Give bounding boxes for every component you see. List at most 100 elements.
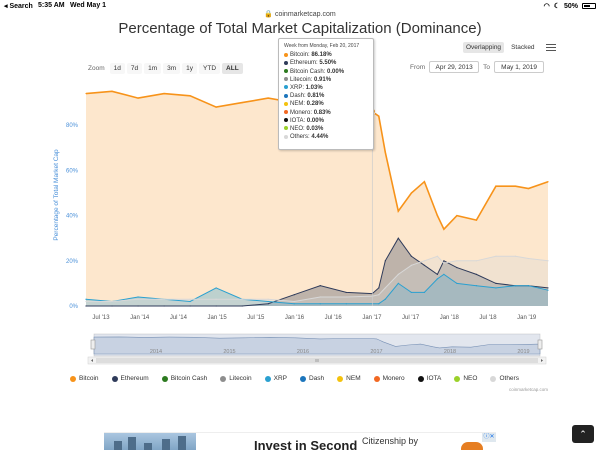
legend-item-neo[interactable]: NEO [454, 375, 477, 382]
data-point-others-1 [111, 300, 113, 303]
legend-swatch [264, 375, 271, 382]
data-point-others-18 [443, 262, 445, 264]
from-date-input[interactable]: Apr 29, 2013 [429, 61, 480, 73]
data-point-ethereum-24 [547, 287, 549, 289]
view-mode-toggle: Overlapping Stacked [463, 42, 556, 53]
tooltip-series-value: 0.91% [314, 76, 332, 83]
series-color-swatch [284, 69, 288, 74]
data-point-bitcoin-5 [215, 106, 217, 108]
legend-item-bitcoin[interactable]: Bitcoin [70, 375, 99, 382]
zoom-1y-button[interactable]: 1y [182, 63, 198, 74]
zoom-1d-button[interactable]: 1d [109, 63, 125, 74]
series-color-swatch [284, 85, 288, 90]
zoom-all-button[interactable]: ALL [222, 63, 243, 74]
legend-item-others[interactable]: Others [490, 375, 519, 382]
legend-item-ethereum[interactable]: Ethereum [111, 375, 149, 382]
tooltip-row: IOTA: 0.00% [284, 117, 368, 125]
tooltip-series-name: Monero: [290, 109, 314, 116]
data-point-xrp-2 [137, 296, 139, 298]
legend-swatch [417, 375, 424, 382]
data-point-bitcoin-2 [137, 97, 139, 99]
x-tick-label: Jan '17 [362, 315, 382, 321]
data-point-ethereum-12 [378, 287, 380, 289]
data-point-xrp-18 [443, 273, 445, 275]
data-point-bitcoin-16 [423, 181, 425, 183]
series-color-swatch [284, 101, 288, 106]
navigator-scrollbar-thumb[interactable] [96, 358, 538, 363]
data-point-others-0 [85, 300, 87, 303]
hamburger-menu-icon[interactable] [545, 43, 556, 52]
tooltip-series-value: 0.00% [327, 68, 345, 75]
data-point-ethereum-7 [267, 303, 269, 305]
data-point-ethereum-13 [384, 260, 386, 262]
series-color-swatch [284, 77, 288, 82]
tooltip-row: NEM: 0.28% [284, 100, 368, 108]
tooltip-series-name: Bitcoin: [290, 52, 312, 59]
tooltip-series-value: 0.28% [306, 101, 324, 108]
navigator-right-handle[interactable] [537, 339, 543, 350]
scroll-to-top-button[interactable]: ⌃ [572, 425, 594, 443]
zoom-controls: Zoom 1d 7d 1m 3m 1y YTD ALL [88, 63, 243, 74]
lock-icon: 🔒 [264, 11, 274, 18]
data-point-ethereum-10 [345, 291, 347, 294]
stacked-button[interactable]: Stacked [511, 44, 535, 51]
data-point-others-23 [527, 257, 530, 260]
x-tick-label: Jan '16 [285, 315, 305, 321]
data-point-xrp-0 [85, 298, 87, 300]
overlapping-button[interactable]: Overlapping [463, 42, 505, 53]
series-color-swatch [284, 52, 288, 57]
legend-item-nem[interactable]: NEM [337, 375, 361, 382]
data-point-ethereum-1 [111, 305, 113, 307]
to-date-input[interactable]: May 1, 2019 [494, 61, 545, 73]
tooltip-series-value: 0.03% [306, 126, 324, 133]
data-point-xrp-13 [384, 298, 386, 300]
data-point-bitcoin-19 [456, 215, 458, 217]
data-point-bitcoin-20 [475, 219, 478, 221]
data-point-xrp-4 [189, 300, 191, 303]
data-point-bitcoin-18 [443, 228, 445, 230]
data-point-xrp-5 [215, 287, 217, 289]
tooltip-row: Bitcoin Cash: 0.00% [284, 68, 368, 76]
tooltip-series-name: Bitcoin Cash: [290, 68, 328, 75]
zoom-ytd-button[interactable]: YTD [199, 63, 221, 74]
y-tick-label: 60% [66, 168, 79, 174]
data-point-ethereum-20 [475, 273, 478, 275]
data-point-ethereum-21 [495, 282, 497, 284]
chart-credits[interactable]: coinmarketcap.com [508, 387, 548, 392]
series-color-swatch [284, 60, 288, 65]
legend-item-bitcoin-cash[interactable]: Bitcoin Cash [161, 375, 207, 382]
data-point-xrp-15 [410, 291, 412, 294]
address-bar[interactable]: 🔒 coinmarketcap.com [0, 10, 600, 20]
data-point-others-17 [436, 255, 438, 257]
data-point-ethereum-19 [456, 266, 458, 269]
x-tick-label: Jul '17 [402, 315, 420, 321]
series-color-swatch [284, 110, 288, 115]
legend-item-iota[interactable]: IOTA [417, 375, 441, 382]
data-point-others-20 [475, 260, 478, 262]
y-tick-label: 80% [66, 123, 79, 129]
zoom-3m-button[interactable]: 3m [163, 63, 181, 74]
legend-item-xrp[interactable]: XRP [264, 375, 287, 382]
tooltip-header: Week from Monday, Feb 20, 2017 [284, 43, 360, 49]
legend-item-monero[interactable]: Monero [373, 375, 405, 382]
zoom-1m-button[interactable]: 1m [144, 63, 162, 74]
navigator-left-handle[interactable] [90, 339, 96, 350]
legend-label: XRP [273, 375, 287, 382]
ad-close-icon[interactable]: ⓘ✕ [482, 433, 496, 442]
moon-icon: ☾ [553, 3, 560, 10]
advertisement-banner[interactable]: Invest in Second Citizenship by ⓘ✕ [104, 432, 496, 450]
ad-arrow-button[interactable] [461, 442, 483, 450]
data-point-xrp-17 [436, 278, 438, 280]
series-color-swatch [284, 93, 288, 98]
tooltip-row: Ethereum: 5.50% [284, 59, 368, 67]
data-point-ethereum-15 [410, 255, 412, 257]
data-point-others-13 [384, 287, 386, 289]
legend-item-dash[interactable]: Dash [299, 375, 324, 382]
zoom-7d-button[interactable]: 7d [126, 63, 143, 74]
data-point-bitcoin-4 [189, 95, 191, 97]
data-point-xrp-10 [345, 303, 347, 305]
tooltip-series-name: Litecoin: [290, 76, 315, 83]
data-point-others-19 [456, 260, 458, 262]
back-to-search-link[interactable]: ◂ Search [4, 3, 33, 10]
legend-item-litecoin[interactable]: Litecoin [220, 375, 252, 382]
